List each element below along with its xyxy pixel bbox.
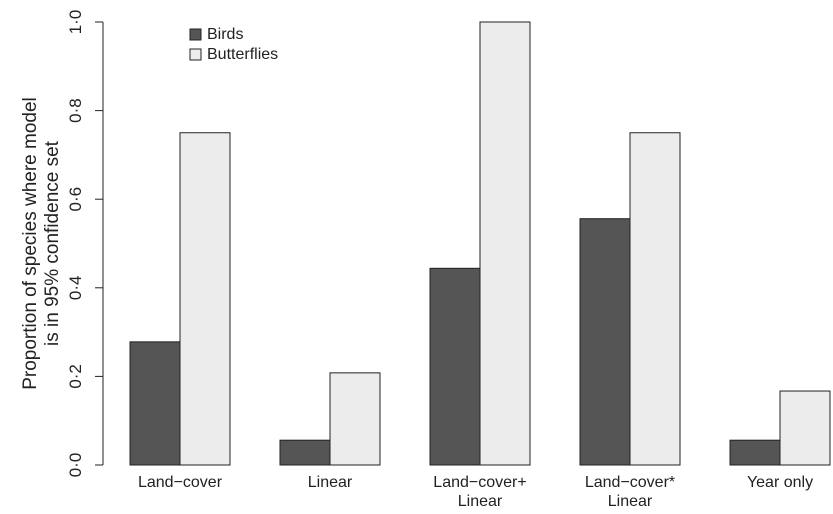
legend-label: Birds	[207, 26, 243, 43]
bar-butterflies	[629, 132, 681, 466]
legend-swatch	[189, 28, 202, 41]
bar-birds	[129, 341, 181, 466]
bar-birds	[579, 218, 631, 466]
y-tick-label: 0·6	[66, 187, 85, 212]
bar-butterflies	[329, 372, 381, 466]
x-axis-labels: Land−cover Linear Land−cover+ Linear Land−co…	[138, 474, 813, 510]
y-axis-title: Proportion of species where model is in 9…	[20, 97, 63, 390]
y-axis-title-line: Proportion of species where model	[20, 97, 41, 390]
bar-butterflies	[479, 21, 531, 466]
y-tick-label: 0·4	[66, 276, 85, 301]
y-tick-label: 0·2	[66, 364, 85, 389]
y-axis-title-line: is in 95% confidence set	[42, 140, 63, 346]
x-category-label: Land−cover	[138, 474, 223, 491]
y-tick-label: 0·0	[66, 453, 85, 478]
bar-butterflies	[779, 390, 831, 466]
x-category-label: Year only	[747, 474, 813, 491]
legend: Birds Butterflies	[189, 26, 278, 63]
x-category-label: Linear	[608, 493, 653, 510]
x-category-label: Linear	[308, 474, 353, 491]
bar-birds	[279, 439, 331, 466]
bar-birds	[729, 439, 781, 466]
bar-butterflies	[179, 132, 231, 466]
legend-label: Butterflies	[207, 46, 278, 63]
x-category-label: Land−cover+	[433, 474, 526, 491]
x-category-label: Linear	[458, 493, 503, 510]
y-axis: 0·0 0·2 0·4 0·6 0·8 1·0	[66, 10, 104, 478]
x-category-label: Land−cover*	[585, 474, 675, 491]
y-tick-label: 0·8	[66, 98, 85, 123]
bars	[129, 21, 831, 466]
legend-swatch	[189, 48, 202, 61]
y-tick-label: 1·0	[66, 10, 85, 35]
bar-birds	[429, 267, 481, 466]
